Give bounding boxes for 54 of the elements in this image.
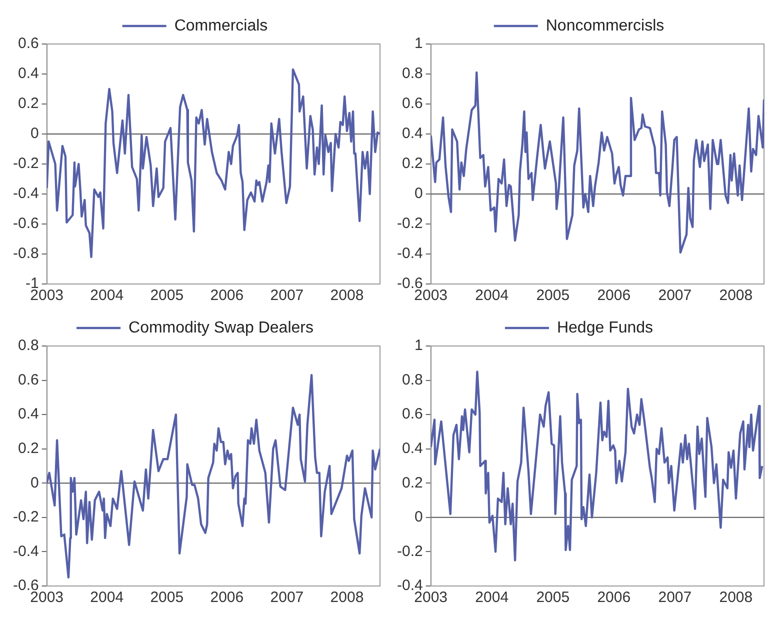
x-tick-label: 2008 — [719, 589, 753, 606]
legend-label: Commercials — [174, 17, 268, 34]
x-tick-label: 2004 — [475, 287, 509, 304]
y-tick-label: -0.2 — [12, 155, 39, 172]
y-tick-label: 0.6 — [18, 35, 39, 52]
legend-label: Commodity Swap Dealers — [128, 319, 314, 336]
y-tick-label: 0.8 — [402, 371, 423, 388]
x-tick-label: 2005 — [150, 287, 184, 304]
x-tick-label: 2007 — [270, 589, 304, 606]
y-tick-label: 1 — [414, 337, 423, 354]
x-tick-label: 2005 — [536, 589, 570, 606]
x-tick-label: 2004 — [90, 287, 124, 304]
y-tick-label: 0.8 — [18, 337, 39, 354]
x-tick-label: 2005 — [150, 589, 184, 606]
y-tick-label: 0.8 — [402, 65, 423, 82]
y-tick-label: -0.4 — [12, 542, 39, 560]
legend-label: Noncommercisls — [546, 17, 664, 34]
legend-label: Hedge Funds — [556, 319, 654, 336]
y-tick-label: 0 — [414, 185, 423, 202]
x-tick-label: 2008 — [330, 589, 364, 606]
y-tick-label: 0.4 — [402, 125, 423, 142]
y-tick-label: 0.4 — [402, 440, 423, 457]
x-tick-label: 2006 — [597, 589, 631, 606]
y-tick-label: 1 — [414, 35, 423, 52]
y-tick-label: 0.2 — [18, 95, 39, 112]
y-tick-label: -0.2 — [12, 508, 39, 526]
y-tick-label: 0.4 — [18, 65, 39, 82]
x-tick-label: 2008 — [719, 287, 753, 304]
y-tick-label: 0 — [414, 508, 423, 526]
y-tick-label: 0 — [30, 474, 39, 492]
x-tick-label: 2006 — [597, 287, 631, 304]
y-tick-label: -0.4 — [396, 245, 423, 262]
y-tick-label: 0.6 — [18, 371, 39, 388]
y-tick-label: -0.8 — [12, 245, 39, 262]
y-tick-label: 0.4 — [18, 406, 39, 423]
y-tick-label: 0.6 — [402, 406, 423, 423]
x-tick-label: 2004 — [90, 589, 124, 606]
x-tick-label: 2006 — [210, 287, 244, 304]
y-tick-label: 0.2 — [18, 440, 39, 457]
x-tick-label: 2008 — [330, 287, 364, 304]
x-tick-label: 2004 — [475, 589, 509, 606]
y-tick-label: 0.2 — [402, 474, 423, 492]
y-tick-label: -0.2 — [396, 215, 423, 232]
y-tick-label: -0.6 — [12, 215, 39, 232]
x-tick-label: 2005 — [536, 287, 570, 304]
y-tick-label: 0.2 — [402, 155, 423, 172]
x-tick-label: 2006 — [210, 589, 244, 606]
y-tick-label: -0.4 — [12, 185, 39, 202]
x-tick-label: 2007 — [658, 589, 692, 606]
y-tick-label: -0.2 — [396, 542, 423, 560]
x-tick-label: 2007 — [270, 287, 304, 304]
x-tick-label: 2007 — [658, 287, 692, 304]
y-tick-label: 0 — [30, 125, 39, 142]
y-tick-label: 0.6 — [402, 95, 423, 112]
